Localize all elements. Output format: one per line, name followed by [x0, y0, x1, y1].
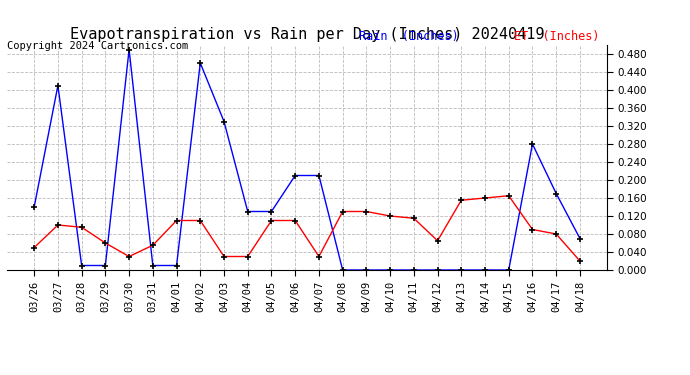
ET  (Inches): [315, 254, 323, 259]
Rain  (Inches): [267, 209, 275, 214]
Rain  (Inches): [552, 191, 560, 196]
ET  (Inches): [575, 259, 584, 263]
ET  (Inches): [172, 218, 181, 223]
Rain  (Inches): [101, 263, 110, 268]
Text: Copyright 2024 Cartronics.com: Copyright 2024 Cartronics.com: [7, 41, 188, 51]
ET  (Inches): [148, 243, 157, 248]
ET  (Inches): [362, 209, 371, 214]
ET  (Inches): [457, 198, 466, 202]
ET  (Inches): [504, 194, 513, 198]
Rain  (Inches): [291, 173, 299, 178]
ET  (Inches): [196, 218, 204, 223]
Rain  (Inches): [77, 263, 86, 268]
Rain  (Inches): [54, 83, 62, 88]
Line: ET  (Inches): ET (Inches): [31, 192, 583, 264]
ET  (Inches): [77, 225, 86, 230]
Line: Rain  (Inches): Rain (Inches): [31, 46, 583, 273]
Title: Evapotranspiration vs Rain per Day (Inches) 20240419: Evapotranspiration vs Rain per Day (Inch…: [70, 27, 544, 42]
ET  (Inches): [101, 241, 110, 245]
Rain  (Inches): [244, 209, 252, 214]
Rain  (Inches): [457, 268, 466, 272]
Rain  (Inches): [196, 61, 204, 65]
Rain  (Inches): [386, 268, 394, 272]
Rain  (Inches): [504, 268, 513, 272]
ET  (Inches): [267, 218, 275, 223]
Rain  (Inches): [575, 236, 584, 241]
Rain  (Inches): [529, 142, 537, 146]
ET  (Inches): [125, 254, 133, 259]
ET  (Inches): [386, 214, 394, 218]
Rain  (Inches): [362, 268, 371, 272]
Rain  (Inches): [220, 119, 228, 124]
ET  (Inches): [244, 254, 252, 259]
Rain  (Inches): [339, 268, 347, 272]
Rain  (Inches): [410, 268, 418, 272]
ET  (Inches): [291, 218, 299, 223]
ET  (Inches): [410, 216, 418, 220]
ET  (Inches): [220, 254, 228, 259]
Text: Rain  (Inches): Rain (Inches): [359, 30, 459, 43]
Rain  (Inches): [315, 173, 323, 178]
ET  (Inches): [552, 232, 560, 236]
ET  (Inches): [481, 196, 489, 200]
ET  (Inches): [433, 238, 442, 243]
ET  (Inches): [30, 245, 39, 250]
ET  (Inches): [339, 209, 347, 214]
Rain  (Inches): [148, 263, 157, 268]
Rain  (Inches): [30, 205, 39, 209]
Rain  (Inches): [481, 268, 489, 272]
Text: ET  (Inches): ET (Inches): [514, 30, 600, 43]
Rain  (Inches): [433, 268, 442, 272]
ET  (Inches): [54, 223, 62, 227]
Rain  (Inches): [125, 47, 133, 52]
ET  (Inches): [529, 227, 537, 232]
Rain  (Inches): [172, 263, 181, 268]
